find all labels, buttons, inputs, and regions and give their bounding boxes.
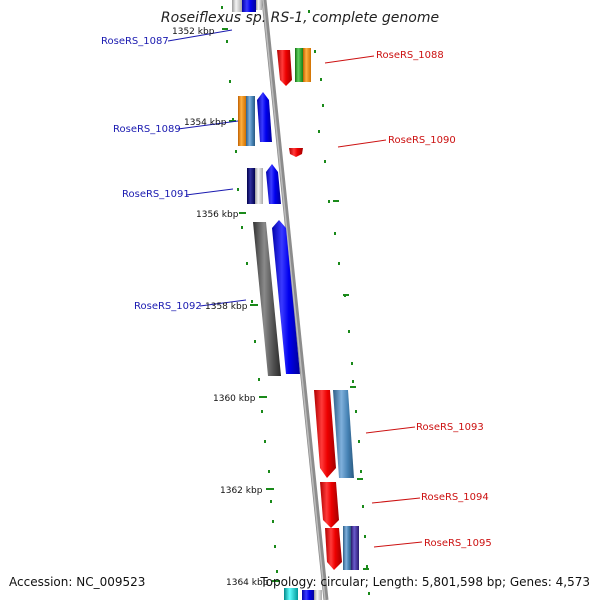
gene-label-1092[interactable]: RoseRS_1092 — [134, 301, 202, 312]
topology-text: Topology: circular; Length: 5,801,598 bp… — [259, 575, 590, 589]
gene-glyph-1088 — [277, 50, 292, 86]
kbp-label-1364: 1364 kbp — [226, 578, 269, 588]
gene-label-1093[interactable]: RoseRS_1093 — [416, 422, 484, 433]
kbp-label-1360: 1360 kbp — [213, 394, 256, 404]
gene-glyph-1089-blue — [257, 92, 272, 142]
kbp-label-1356: 1356 kbp — [196, 210, 239, 220]
connector-1091 — [185, 188, 234, 196]
gene-glyph-1088-orange — [303, 48, 311, 82]
connector-1094 — [371, 497, 421, 504]
gene-label-1088[interactable]: RoseRS_1088 — [376, 50, 444, 61]
gene-glyph-1094 — [320, 482, 339, 528]
gene-label-1089[interactable]: RoseRS_1089 — [113, 124, 181, 135]
gene-glyph-1091-navy — [247, 168, 255, 204]
genome-backbone — [261, 0, 329, 600]
gene-glyph-1092-blue — [272, 220, 300, 374]
map-title: Roseiflexus sp. RS-1, complete genome — [161, 10, 439, 26]
gene-glyph-1095-purple — [351, 526, 359, 570]
gene-glyph-bottom-blue — [302, 590, 314, 600]
connector-1087 — [167, 29, 233, 42]
connector-1092 — [199, 299, 247, 307]
genome-backbone-highlight — [262, 0, 326, 600]
gene-glyph-1093-red — [314, 390, 336, 478]
connector-1090 — [337, 139, 387, 148]
accession-text: Accession: NC_009523 — [9, 575, 145, 589]
gene-label-1091[interactable]: RoseRS_1091 — [122, 189, 190, 200]
connector-1093 — [365, 426, 416, 434]
gene-glyph-1091-blue — [266, 164, 281, 204]
gene-glyphs — [232, 0, 359, 600]
connector-1095 — [373, 541, 423, 548]
gene-label-1094[interactable]: RoseRS_1094 — [421, 492, 489, 503]
gene-label-1087[interactable]: RoseRS_1087 — [101, 36, 169, 47]
gene-glyph-1095-steel — [343, 526, 351, 570]
kbp-label-1362: 1362 kbp — [220, 486, 263, 496]
gene-glyph-bottom-cyan — [284, 588, 298, 600]
label-connectors — [167, 29, 423, 548]
gene-glyph-1088-green — [295, 48, 303, 82]
gene-glyph-top-blue — [242, 0, 256, 12]
gene-glyph-1090 — [289, 148, 303, 157]
gene-label-1095[interactable]: RoseRS_1095 — [424, 538, 492, 549]
kbp-label-1354: 1354 kbp — [184, 118, 227, 128]
gene-glyph-1093-steel — [333, 390, 354, 478]
kbp-tick-marks — [222, 28, 369, 582]
gene-glyph-1091-light — [255, 168, 263, 204]
gene-glyph-1095-red — [325, 528, 342, 570]
connector-1088 — [324, 55, 375, 64]
kbp-label-1352: 1352 kbp — [172, 27, 215, 37]
gene-glyph-top-blue-2 — [256, 0, 262, 10]
gene-glyph-1089-steel — [246, 96, 255, 146]
gene-glyph-bottom-grey — [314, 590, 322, 600]
kbp-label-1358: 1358 kbp — [205, 302, 248, 312]
gene-glyph-1089-orange — [238, 96, 246, 146]
gene-label-1090[interactable]: RoseRS_1090 — [388, 135, 456, 146]
connector-1089 — [177, 120, 239, 130]
gene-glyph-1092-grey — [253, 222, 281, 376]
gene-glyph-top-grey — [232, 0, 242, 12]
